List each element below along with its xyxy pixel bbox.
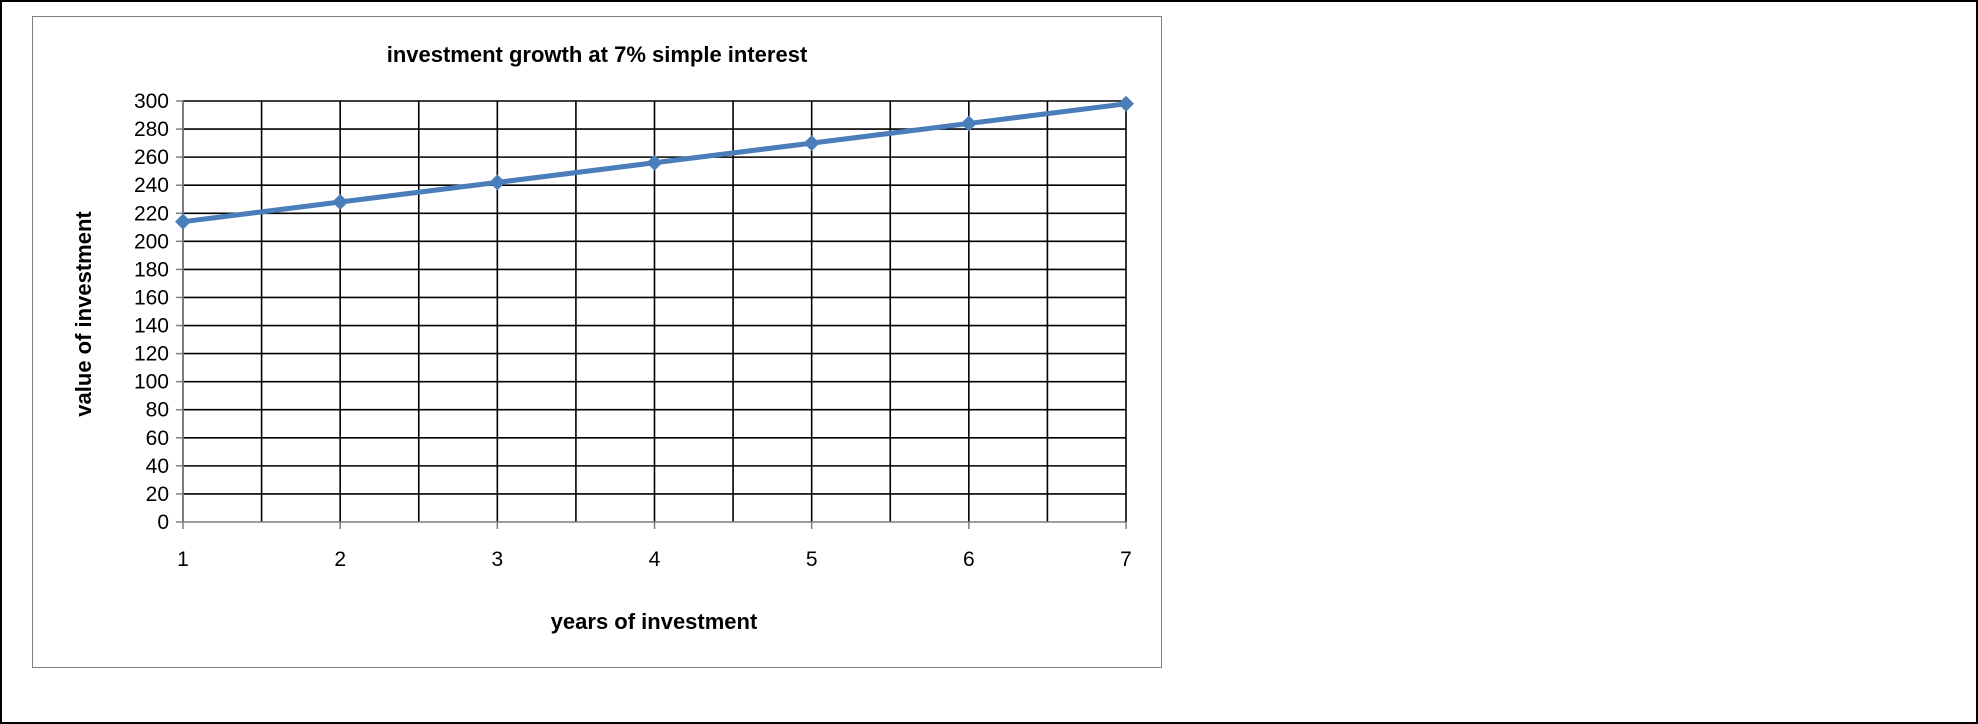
y-axis-title: value of investment <box>71 211 96 417</box>
y-tick-label: 140 <box>134 315 169 338</box>
x-tick-label: 3 <box>491 548 503 571</box>
y-tick-label: 0 <box>157 511 169 534</box>
data-point-marker <box>489 174 506 191</box>
y-tick-label: 280 <box>134 118 169 141</box>
x-tick-label: 7 <box>1120 548 1132 571</box>
x-tick-label: 2 <box>334 548 346 571</box>
y-tick-label: 260 <box>134 146 169 169</box>
data-point-marker <box>646 154 663 171</box>
y-tick-label: 40 <box>146 455 169 478</box>
data-point-marker <box>803 135 820 152</box>
data-point-marker <box>332 194 349 211</box>
x-tick-label: 6 <box>963 548 975 571</box>
x-tick-label: 4 <box>649 548 661 571</box>
y-tick-label: 220 <box>134 202 169 225</box>
y-tick-label: 100 <box>134 371 169 394</box>
data-point-marker <box>175 213 191 230</box>
data-point-marker <box>1118 95 1134 112</box>
y-tick-label: 240 <box>134 174 169 197</box>
y-tick-label: 300 <box>134 90 169 113</box>
chart-title: investment growth at 7% simple interest <box>387 42 808 67</box>
x-axis-title: years of investment <box>551 609 758 634</box>
y-tick-label: 120 <box>134 343 169 366</box>
gridlines <box>176 100 1127 529</box>
y-tick-label: 80 <box>146 399 169 422</box>
y-tick-label: 180 <box>134 258 169 281</box>
tick-labels: 0 20 40 60 80 100 120 140 160 180 200 220 240 260 280 3… <box>134 90 1132 571</box>
x-tick-label: 1 <box>177 548 189 571</box>
y-tick-label: 20 <box>146 483 169 506</box>
data-series <box>175 95 1134 230</box>
y-tick-label: 200 <box>134 230 169 253</box>
y-tick-label: 160 <box>134 286 169 309</box>
x-tick-label: 5 <box>806 548 818 571</box>
data-point-marker <box>960 115 977 132</box>
line-chart: investment growth at 7% simple interest … <box>71 42 1134 634</box>
y-tick-label: 60 <box>146 427 169 450</box>
chart-area: investment growth at 7% simple interest … <box>32 16 1162 668</box>
